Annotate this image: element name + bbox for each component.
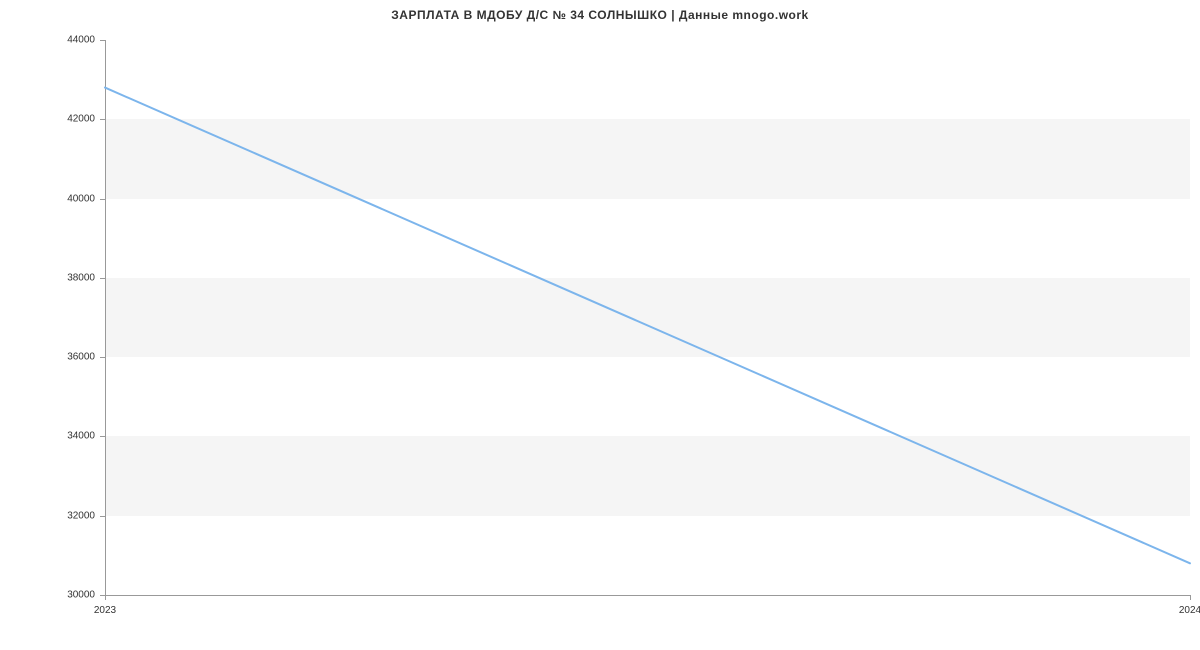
series-layer — [105, 40, 1190, 595]
series-salary — [105, 88, 1190, 564]
salary-chart: ЗАРПЛАТА В МДОБУ Д/С № 34 СОЛНЫШКО | Дан… — [0, 0, 1200, 650]
y-tick-label: 42000 — [45, 114, 95, 125]
y-tick-label: 40000 — [45, 193, 95, 204]
y-tick-label: 30000 — [45, 590, 95, 601]
x-axis — [105, 595, 1190, 596]
chart-title: ЗАРПЛАТА В МДОБУ Д/С № 34 СОЛНЫШКО | Дан… — [0, 8, 1200, 22]
y-tick-label: 36000 — [45, 352, 95, 363]
y-tick-label: 34000 — [45, 431, 95, 442]
plot-area: 3000032000340003600038000400004200044000… — [105, 40, 1190, 595]
x-tick-label: 2024 — [1179, 605, 1200, 616]
y-tick-label: 44000 — [45, 35, 95, 46]
y-tick-label: 38000 — [45, 272, 95, 283]
y-tick-label: 32000 — [45, 510, 95, 521]
x-tick-mark — [1190, 595, 1191, 600]
x-tick-label: 2023 — [94, 605, 116, 616]
